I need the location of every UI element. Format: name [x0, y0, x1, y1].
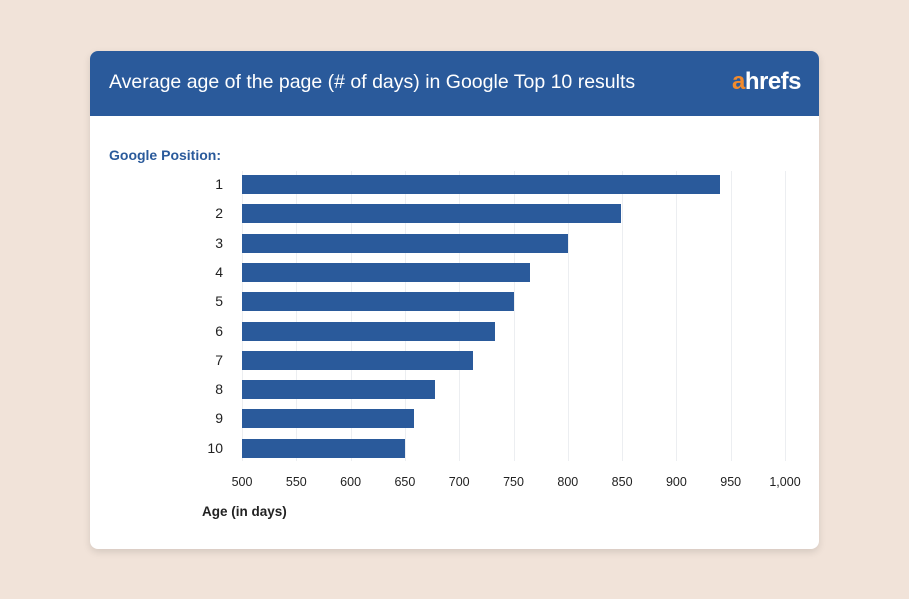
y-tick-label: 1	[215, 176, 223, 192]
chart-card: Average age of the page (# of days) in G…	[90, 51, 819, 549]
x-tick-label: 550	[285, 475, 307, 489]
y-axis-title: Google Position:	[109, 147, 221, 163]
y-tick-label: 5	[215, 293, 223, 310]
ahrefs-logo: ahrefs	[731, 68, 802, 95]
gridline	[350, 171, 352, 461]
bar-position-3	[242, 233, 568, 253]
y-tick-label: 8	[215, 381, 223, 398]
gridline	[567, 171, 569, 461]
x-tick-label: 600	[340, 475, 362, 489]
bar-position-10	[242, 438, 405, 458]
chart-title: Average age of the page (# of days) in G…	[109, 71, 636, 93]
gridline	[622, 171, 624, 461]
x-tick-label: 1,000	[769, 475, 801, 489]
x-tick-label: 750	[503, 475, 524, 489]
bar-position-4	[242, 262, 530, 282]
bar-position-2	[242, 204, 621, 224]
y-tick-label: 10	[207, 439, 223, 456]
bar-position-9	[242, 409, 414, 429]
gridline	[513, 171, 515, 461]
chart-header: Average age of the page (# of days) in G…	[90, 51, 819, 116]
bar-position-8	[242, 380, 436, 400]
y-tick-label: 4	[215, 263, 223, 280]
x-tick-label: 800	[557, 475, 579, 489]
gridline	[676, 171, 678, 461]
y-tick-label: 9	[215, 410, 223, 427]
x-tick-label: 500	[231, 475, 253, 489]
gridline	[785, 171, 786, 461]
x-tick-label: 850	[611, 475, 633, 489]
x-tick-label: 900	[665, 475, 687, 489]
bar-position-7	[242, 350, 474, 370]
y-tick-label: 2	[215, 205, 223, 222]
bar-position-6	[242, 321, 496, 341]
plot-area	[242, 171, 787, 461]
bar-position-1	[242, 175, 720, 194]
x-axis-title: Age (in days)	[202, 504, 287, 519]
x-tick-label: 700	[448, 475, 470, 489]
gridline	[459, 171, 461, 461]
y-tick-label: 7	[215, 351, 223, 368]
gridline	[242, 171, 243, 461]
y-tick-label: 6	[215, 322, 223, 339]
bar-position-5	[242, 292, 514, 312]
x-tick-label: 950	[720, 475, 742, 489]
gridline	[730, 171, 732, 461]
gridline	[296, 171, 298, 461]
x-tick-label: 650	[394, 475, 416, 489]
gridline	[404, 171, 406, 461]
y-tick-label: 3	[215, 234, 223, 251]
